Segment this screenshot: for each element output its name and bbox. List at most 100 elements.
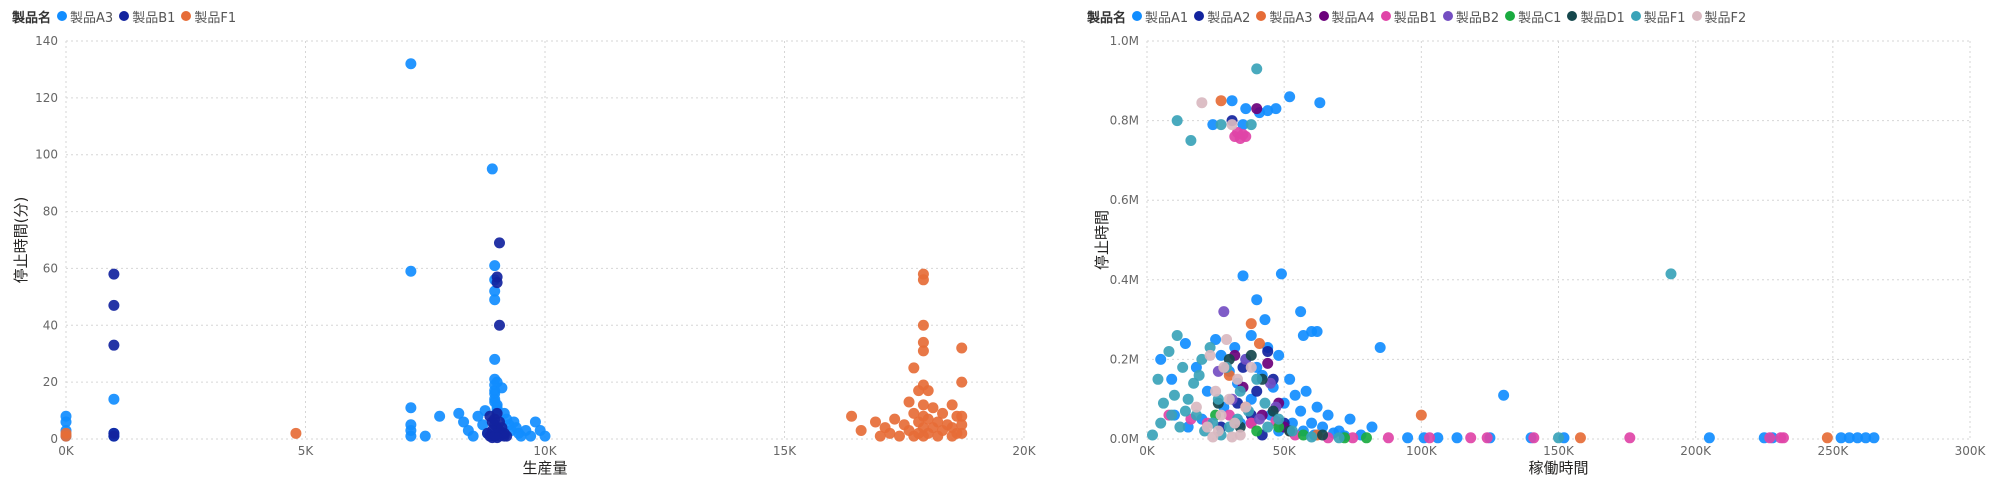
data-point[interactable] [486, 163, 498, 175]
data-point[interactable] [1218, 306, 1230, 318]
data-point[interactable] [917, 345, 929, 357]
data-point[interactable] [1553, 432, 1564, 444]
data-point[interactable] [932, 416, 944, 428]
data-point[interactable] [1163, 345, 1175, 357]
data-point[interactable] [1275, 268, 1287, 280]
data-point[interactable] [1297, 429, 1309, 441]
data-point[interactable] [1360, 432, 1372, 444]
legend-item[interactable]: 製品F2 [1691, 7, 1746, 26]
data-point[interactable] [1665, 268, 1677, 280]
data-point[interactable] [1251, 294, 1263, 306]
data-point[interactable] [903, 396, 915, 408]
data-point[interactable] [1226, 95, 1238, 107]
data-point[interactable] [1262, 345, 1274, 357]
data-point[interactable] [1432, 432, 1444, 444]
data-point[interactable] [908, 407, 920, 419]
data-point[interactable] [108, 339, 120, 351]
data-point[interactable] [1157, 397, 1169, 409]
data-point[interactable] [477, 419, 489, 431]
legend-item[interactable]: 製品A1 [1132, 7, 1188, 26]
data-point[interactable] [1193, 369, 1205, 381]
data-point[interactable] [496, 382, 508, 394]
data-point[interactable] [1311, 326, 1323, 338]
legend-item[interactable]: 製品B2 [1442, 7, 1499, 26]
data-point[interactable] [489, 353, 501, 365]
data-point[interactable] [489, 260, 501, 272]
data-point[interactable] [893, 430, 905, 442]
data-point[interactable] [956, 342, 968, 354]
data-point[interactable] [1843, 432, 1855, 444]
data-point[interactable] [108, 268, 120, 280]
data-point[interactable] [956, 419, 968, 431]
data-point[interactable] [1860, 432, 1872, 444]
legend-item[interactable]: 製品B1 [119, 7, 175, 26]
legend-item[interactable]: 製品A2 [1194, 7, 1250, 26]
data-point[interactable] [1382, 432, 1394, 444]
data-point[interactable] [1528, 432, 1540, 444]
data-point[interactable] [1311, 401, 1323, 413]
data-point[interactable] [434, 410, 446, 422]
data-point[interactable] [1424, 432, 1436, 444]
data-point[interactable] [1215, 349, 1227, 361]
data-point[interactable] [1267, 405, 1279, 417]
data-point[interactable] [1190, 409, 1202, 421]
data-point[interactable] [1174, 421, 1186, 433]
data-point[interactable] [1317, 429, 1329, 441]
data-point[interactable] [1273, 349, 1285, 361]
data-point[interactable] [491, 277, 503, 289]
data-point[interactable] [917, 319, 929, 331]
data-point[interactable] [108, 393, 120, 405]
data-point[interactable] [405, 430, 417, 442]
data-point[interactable] [1306, 431, 1318, 443]
data-point[interactable] [1166, 409, 1178, 421]
data-point[interactable] [1481, 432, 1493, 444]
data-point[interactable] [917, 274, 929, 286]
data-point[interactable] [1703, 432, 1715, 444]
data-point[interactable] [108, 299, 120, 311]
data-point[interactable] [493, 319, 505, 331]
data-point[interactable] [1179, 337, 1191, 349]
data-point[interactable] [539, 430, 551, 442]
data-point[interactable] [1215, 95, 1227, 107]
data-point[interactable] [1264, 377, 1276, 389]
data-point[interactable] [405, 58, 417, 70]
data-point[interactable] [874, 430, 886, 442]
data-point[interactable] [1237, 270, 1249, 282]
data-point[interactable] [1226, 431, 1238, 443]
data-point[interactable] [1764, 432, 1776, 444]
data-point[interactable] [1262, 421, 1274, 433]
data-point[interactable] [419, 430, 431, 442]
data-point[interactable] [1317, 421, 1329, 433]
data-point[interactable] [1245, 330, 1257, 342]
data-point[interactable] [405, 265, 417, 277]
legend-item[interactable]: 製品A3 [1256, 7, 1313, 26]
data-point[interactable] [927, 402, 939, 414]
legend-item[interactable]: 製品A3 [57, 7, 113, 26]
data-point[interactable] [1270, 103, 1282, 115]
data-point[interactable] [1835, 432, 1847, 444]
data-point[interactable] [1273, 413, 1285, 425]
data-point[interactable] [922, 385, 934, 397]
data-point[interactable] [1168, 389, 1180, 401]
data-point[interactable] [1207, 431, 1219, 443]
data-point[interactable] [1218, 361, 1230, 373]
data-point[interactable] [405, 402, 417, 414]
data-point[interactable] [1232, 373, 1244, 385]
data-point[interactable] [1289, 389, 1301, 401]
data-point[interactable] [1171, 330, 1183, 342]
data-point[interactable] [529, 416, 541, 428]
data-point[interactable] [1152, 373, 1164, 385]
data-point[interactable] [1245, 349, 1257, 361]
data-point[interactable] [1237, 119, 1249, 131]
data-point[interactable] [1155, 417, 1167, 429]
data-point[interactable] [1196, 97, 1208, 109]
data-point[interactable] [1284, 373, 1296, 385]
data-point[interactable] [1196, 353, 1208, 365]
data-point[interactable] [501, 430, 513, 442]
data-point[interactable] [1223, 409, 1235, 421]
data-point[interactable] [870, 416, 882, 428]
data-point[interactable] [491, 432, 503, 444]
data-point[interactable] [1314, 97, 1326, 109]
data-point[interactable] [1240, 401, 1252, 413]
data-point[interactable] [1234, 385, 1246, 397]
